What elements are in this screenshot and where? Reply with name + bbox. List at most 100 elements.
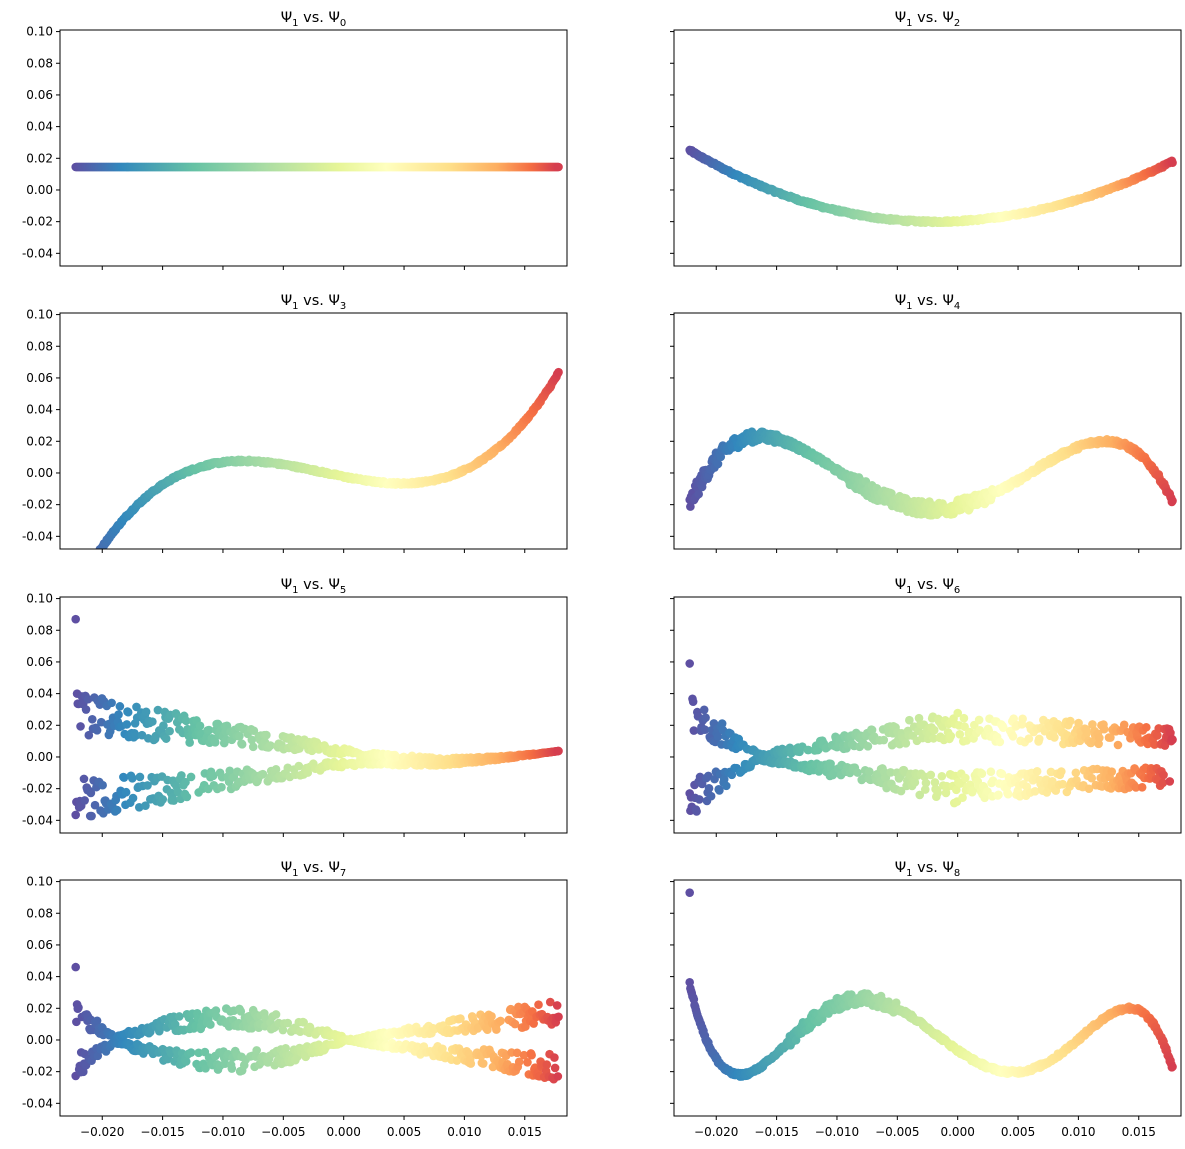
data-point	[92, 1016, 102, 1026]
data-point	[248, 742, 258, 752]
outlier-point	[685, 659, 694, 668]
axes-frame	[59, 596, 568, 834]
panel-title: Ψ1 vs. Ψ2	[895, 10, 961, 29]
data-point	[1066, 716, 1075, 726]
data-point	[853, 768, 862, 777]
data-point	[863, 742, 873, 751]
ytick-label: 0.10	[26, 592, 53, 606]
ytick-label: 0.06	[26, 371, 53, 385]
data-point	[175, 1012, 184, 1021]
axes-frame	[673, 29, 1182, 267]
data-point	[1084, 784, 1094, 794]
data-point	[975, 726, 985, 735]
scatter-points	[685, 145, 1177, 228]
data-point	[107, 698, 116, 708]
subplot-6: -0.04-0.020.000.020.040.060.080.10−0.020…	[22, 860, 568, 1139]
data-point	[177, 771, 186, 780]
scatter-points	[71, 162, 563, 172]
data-point	[1159, 770, 1168, 780]
data-point	[86, 788, 96, 798]
data-point	[122, 720, 132, 729]
ytick-label: 0.02	[26, 434, 53, 448]
data-point	[905, 715, 914, 725]
data-point	[294, 761, 304, 771]
axes-frame	[59, 312, 568, 550]
data-point	[82, 568, 91, 577]
data-point	[438, 1044, 447, 1054]
data-point	[74, 581, 83, 590]
data-point	[487, 1011, 496, 1021]
data-point	[237, 740, 247, 749]
data-point	[80, 571, 89, 580]
data-point	[929, 725, 939, 735]
data-point	[213, 719, 223, 729]
data-point	[74, 1003, 83, 1012]
data-point	[90, 800, 100, 810]
data-point	[210, 738, 220, 747]
data-point	[986, 767, 996, 777]
data-point	[181, 777, 190, 787]
data-point	[182, 792, 192, 802]
data-point	[1142, 722, 1151, 732]
ytick-label: 0.10	[26, 25, 53, 39]
data-point	[961, 773, 970, 783]
data-point	[478, 1059, 488, 1068]
data-point	[1107, 767, 1117, 776]
data-point	[910, 778, 920, 787]
data-point	[271, 1010, 281, 1019]
data-point	[510, 1019, 520, 1029]
ytick-label: 0.06	[26, 655, 53, 669]
scatter-points	[74, 367, 563, 590]
data-point	[81, 569, 90, 578]
data-point	[1158, 778, 1168, 788]
data-point	[82, 568, 91, 577]
data-point	[1099, 724, 1109, 734]
data-point	[119, 773, 129, 782]
data-point	[554, 746, 563, 756]
ytick-label: -0.02	[22, 498, 53, 512]
data-point	[692, 807, 701, 816]
data-point	[115, 702, 125, 711]
data-point	[867, 725, 877, 735]
data-point	[75, 581, 84, 590]
data-point	[1050, 733, 1059, 742]
data-point	[87, 811, 96, 821]
data-point	[208, 771, 218, 781]
data-point	[704, 784, 714, 793]
data-point	[78, 1067, 88, 1077]
data-point	[1165, 777, 1175, 786]
data-point	[112, 805, 122, 815]
data-point	[699, 705, 709, 715]
data-point	[301, 1052, 311, 1062]
data-point	[1082, 728, 1092, 738]
panel-title: Ψ1 vs. Ψ6	[895, 577, 961, 596]
data-point	[271, 765, 281, 774]
data-point	[1150, 740, 1159, 749]
scatter-points	[685, 427, 1177, 520]
ytick-label: 0.02	[26, 151, 53, 165]
data-point	[1008, 732, 1018, 741]
data-point	[1032, 767, 1042, 776]
data-point	[952, 785, 961, 795]
data-point	[236, 1007, 246, 1016]
data-point	[206, 1020, 215, 1029]
data-point	[247, 735, 257, 745]
data-point	[1119, 720, 1129, 730]
data-point	[217, 782, 226, 792]
data-point	[159, 721, 168, 730]
axes-frame	[673, 312, 1182, 550]
data-point	[1095, 733, 1104, 743]
scatter-points	[685, 694, 1177, 816]
data-point	[121, 787, 131, 797]
ytick-label: 0.00	[26, 183, 53, 197]
data-point	[71, 810, 80, 820]
data-point	[165, 726, 174, 736]
data-point	[123, 707, 133, 717]
data-point	[921, 778, 931, 788]
data-point	[186, 1048, 196, 1057]
subplot-1: Ψ1 vs. Ψ2	[670, 10, 1182, 270]
data-point	[283, 1018, 293, 1028]
data-point	[258, 769, 268, 779]
outlier-point	[71, 614, 80, 624]
data-point	[713, 459, 723, 469]
